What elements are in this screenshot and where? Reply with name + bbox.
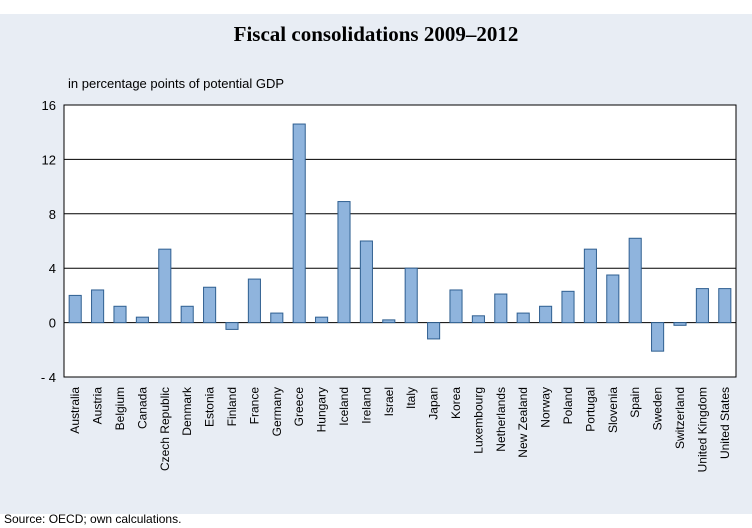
bar-norway: [539, 305, 553, 324]
x-tick-label: Czech Republic: [158, 387, 172, 471]
x-tick-label: Denmark: [180, 386, 194, 436]
x-tick-label: Italy: [404, 387, 418, 409]
x-tick-label: Israel: [382, 387, 396, 416]
bar-israel: [382, 319, 396, 324]
bars: [68, 123, 732, 352]
bar-germany: [270, 312, 284, 324]
plot-area: [63, 104, 737, 378]
bar-italy: [404, 267, 418, 324]
bar-iceland: [337, 201, 351, 324]
bar-new-zealand: [516, 312, 530, 324]
x-tick-label: Luxembourg: [471, 387, 485, 454]
x-tick-label: United States: [718, 387, 732, 459]
x-tick-label: Canada: [135, 387, 149, 429]
x-tick-label: Norway: [539, 387, 553, 428]
y-tick-label: - 4: [41, 370, 56, 385]
bar-switzerland: [673, 322, 687, 326]
bar-australia: [68, 294, 82, 324]
y-tick-label: 4: [49, 261, 56, 276]
y-tick-label: 12: [42, 152, 56, 167]
y-axis-ticks: 16 12 8 4 0 - 4: [41, 98, 56, 385]
bar-portugal: [583, 248, 597, 324]
x-axis-labels: Australia Austria Belgium Canada Czech Repub…: [68, 386, 732, 472]
bar-ireland: [359, 240, 373, 324]
bar-slovenia: [606, 274, 620, 324]
unit-label: in percentage points of potential GDP: [68, 76, 285, 91]
bar-czech-republic: [158, 248, 172, 324]
x-tick-label: France: [247, 387, 261, 425]
x-tick-label: Belgium: [113, 387, 127, 430]
chart-title: Fiscal consolidations 2009–2012: [233, 22, 519, 46]
x-tick-label: Korea: [449, 387, 463, 419]
y-tick-label: 0: [49, 316, 56, 331]
bar-netherlands: [494, 293, 508, 324]
x-tick-label: Greece: [292, 387, 306, 427]
bar-greece: [292, 123, 306, 324]
y-tick-label: 8: [49, 207, 56, 222]
x-tick-label: Ireland: [359, 387, 373, 424]
x-tick-label: Australia: [68, 387, 82, 434]
bar-finland: [225, 322, 239, 330]
bar-luxembourg: [471, 315, 485, 324]
bar-hungary: [315, 316, 329, 324]
bar-estonia: [203, 286, 217, 324]
bar-spain: [628, 237, 642, 324]
bar-poland: [561, 290, 575, 324]
x-tick-label: Japan: [427, 387, 441, 420]
bar-canada: [135, 316, 149, 324]
x-tick-label: Estonia: [203, 387, 217, 427]
x-tick-label: Netherlands: [494, 387, 508, 452]
source-note: Source: OECD; own calculations.: [4, 512, 182, 526]
x-tick-label: Poland: [561, 387, 575, 424]
gridlines: [64, 158, 736, 324]
bar-korea: [449, 289, 463, 324]
x-tick-label: New Zealand: [516, 387, 530, 458]
x-tick-label: Iceland: [337, 387, 351, 426]
x-tick-label: Slovenia: [606, 387, 620, 433]
bar-united-states: [718, 288, 732, 324]
x-tick-label: Portugal: [583, 387, 597, 432]
bar-france: [247, 278, 261, 324]
bar-japan: [427, 322, 441, 340]
bar-austria: [91, 289, 105, 324]
y-tick-label: 16: [42, 98, 56, 113]
x-tick-label: Hungary: [315, 387, 329, 432]
x-tick-label: Austria: [91, 387, 105, 425]
x-tick-label: United Kingdom: [695, 387, 709, 472]
x-tick-label: Spain: [628, 387, 642, 418]
x-tick-label: Sweden: [651, 387, 665, 430]
bar-united-kingdom: [695, 288, 709, 324]
bar-denmark: [180, 305, 194, 324]
bar-belgium: [113, 305, 127, 324]
x-tick-label: Switzerland: [673, 387, 687, 449]
bar-sweden: [651, 322, 665, 352]
x-tick-label: Germany: [270, 387, 284, 436]
x-tick-label: Finland: [225, 387, 239, 426]
